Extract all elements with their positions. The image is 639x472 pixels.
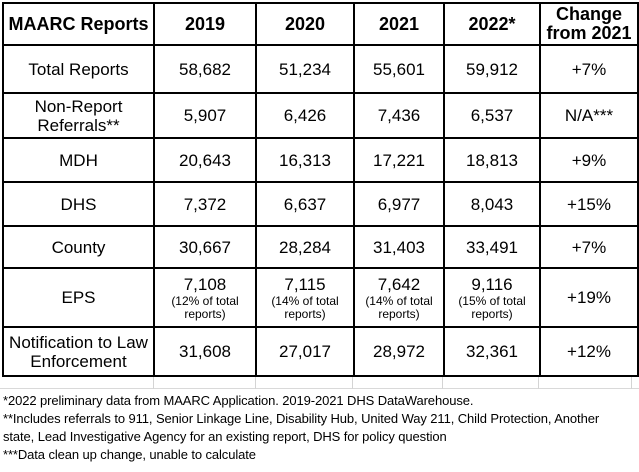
gridline — [538, 377, 539, 389]
value-cell: 17,221 — [353, 137, 445, 183]
table-row-dhs: DHS 7,372 6,637 6,977 8,043 +15% — [2, 181, 639, 227]
row-label: Total Reports — [2, 44, 155, 94]
header-cell-2020: 2020 — [255, 2, 355, 46]
header-cell-2021: 2021 — [353, 2, 445, 46]
table-header-row: MAARC Reports 2019 2020 2021 2022* Chang… — [2, 2, 639, 46]
change-cell: N/A*** — [539, 92, 639, 139]
value-note: (12% of total reports) — [171, 293, 239, 321]
value-cell: 6,977 — [353, 181, 445, 227]
value: 7,108 — [183, 274, 227, 294]
value-cell: 18,813 — [443, 137, 541, 183]
value-cell: 28,972 — [353, 326, 445, 377]
change-cell: +12% — [539, 326, 639, 377]
table-row-non-report-referrals: Non-Report Referrals** 5,907 6,426 7,436… — [2, 92, 639, 139]
change-cell: +7% — [539, 225, 639, 269]
value-cell: 55,601 — [353, 44, 445, 94]
gridline — [631, 377, 632, 389]
row-label: Notification to Law Enforcement — [2, 326, 155, 377]
gridline — [153, 377, 154, 389]
table-row-county: County 30,667 28,284 31,403 33,491 +7% — [2, 225, 639, 269]
row-label: Non-Report Referrals** — [2, 92, 155, 139]
value: 9,116 — [471, 274, 513, 294]
table-row-total-reports: Total Reports 58,682 51,234 55,601 59,91… — [2, 44, 639, 94]
value-cell: 7,372 — [153, 181, 257, 227]
gridline — [255, 377, 256, 389]
value-note: (15% of total reports) — [458, 293, 526, 321]
value-cell: 28,284 — [255, 225, 355, 269]
value-cell: 27,017 — [255, 326, 355, 377]
value-note: (14% of total reports) — [271, 293, 339, 321]
value-cell: 32,361 — [443, 326, 541, 377]
value-cell: 6,637 — [255, 181, 355, 227]
value-cell: 58,682 — [153, 44, 257, 94]
table-row-eps: EPS 7,108 (12% of total reports) 7,115 (… — [2, 267, 639, 328]
value: 7,642 — [377, 274, 421, 294]
change-cell: +19% — [539, 267, 639, 328]
table-row-notification-to-law-enforcement: Notification to Law Enforcement 31,608 2… — [2, 326, 639, 377]
value-cell: 31,608 — [153, 326, 257, 377]
value-cell: 6,426 — [255, 92, 355, 139]
value-cell: 9,116 (15% of total reports) — [443, 267, 541, 328]
footnote-referrals-includes: **Includes referrals to 911, Senior Link… — [3, 411, 600, 444]
value-cell: 31,403 — [353, 225, 445, 269]
value-cell: 30,667 — [153, 225, 257, 269]
table-row-mdh: MDH 20,643 16,313 17,221 18,813 +9% — [2, 137, 639, 183]
value-cell: 5,907 — [153, 92, 257, 139]
value-cell: 20,643 — [153, 137, 257, 183]
change-cell: +9% — [539, 137, 639, 183]
row-label: County — [2, 225, 155, 269]
gridline — [442, 377, 443, 389]
change-cell: +7% — [539, 44, 639, 94]
spreadsheet-gridline-strip — [0, 377, 639, 389]
header-cell-2022: 2022* — [443, 2, 541, 46]
value-cell: 7,108 (12% of total reports) — [153, 267, 257, 328]
value-cell: 33,491 — [443, 225, 541, 269]
header-cell-title: MAARC Reports — [2, 2, 155, 46]
value-cell: 7,115 (14% of total reports) — [255, 267, 355, 328]
value-cell: 7,436 — [353, 92, 445, 139]
value-note: (14% of total reports) — [365, 293, 433, 321]
change-cell: +15% — [539, 181, 639, 227]
value-cell: 8,043 — [443, 181, 541, 227]
value-cell: 51,234 — [255, 44, 355, 94]
header-cell-change-from-2021: Change from 2021 — [539, 2, 639, 46]
footnote-data-cleanup: ***Data clean up change, unable to calcu… — [3, 447, 256, 462]
row-label: MDH — [2, 137, 155, 183]
gridline — [352, 377, 353, 389]
value-cell: 6,537 — [443, 92, 541, 139]
maarc-reports-table: MAARC Reports 2019 2020 2021 2022* Chang… — [2, 2, 639, 377]
footnotes: *2022 preliminary data from MAARC Applic… — [0, 389, 639, 464]
footnote-source: *2022 preliminary data from MAARC Applic… — [3, 393, 474, 408]
value: 7,115 — [284, 274, 326, 294]
row-label: DHS — [2, 181, 155, 227]
row-label: EPS — [2, 267, 155, 328]
value-cell: 16,313 — [255, 137, 355, 183]
value-cell: 59,912 — [443, 44, 541, 94]
value-cell: 7,642 (14% of total reports) — [353, 267, 445, 328]
header-cell-2019: 2019 — [153, 2, 257, 46]
